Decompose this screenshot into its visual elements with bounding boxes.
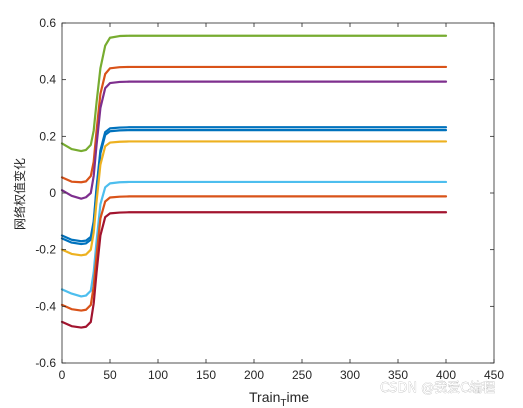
y-tick-label: 0.4 <box>39 73 56 87</box>
y-tick-label: 0.6 <box>39 16 56 30</box>
y-tick-label: -0.2 <box>35 243 56 257</box>
x-ticks: 0 50 100 150 200 250 300 350 400 450 <box>59 23 504 382</box>
series-line-6 <box>60 140 448 257</box>
series-line-9 <box>60 211 448 329</box>
x-tick-label: 100 <box>148 368 168 382</box>
y-tick-label: 0 <box>49 186 56 200</box>
y-tick-label: -0.6 <box>35 356 56 370</box>
x-tick-label: 350 <box>388 368 408 382</box>
y-axis-title: 网络权值变化 <box>12 158 27 230</box>
y-tick-label: 0.2 <box>39 129 56 143</box>
x-tick-label: 50 <box>103 368 117 382</box>
x-tick-label: 0 <box>59 368 66 382</box>
series-line-4 <box>60 126 448 243</box>
x-tick-label: 150 <box>196 368 216 382</box>
y-ticks: -0.6 -0.4 -0.2 0 0.2 0.4 0.6 <box>35 16 494 370</box>
series-line-1 <box>60 34 448 153</box>
x-tick-label: 250 <box>292 368 312 382</box>
series-line-3 <box>60 80 448 200</box>
series-line-8 <box>60 195 448 312</box>
x-tick-label: 200 <box>244 368 264 382</box>
x-tick-label: 300 <box>340 368 360 382</box>
plot-area <box>62 23 494 363</box>
watermark-text: CSDN @我爱C编程 <box>380 381 495 396</box>
x-tick-label: 400 <box>436 368 456 382</box>
x-axis-title: TrainTime <box>249 389 309 408</box>
series-line-7 <box>60 180 448 298</box>
series-line-2 <box>60 65 448 184</box>
y-tick-label: -0.4 <box>35 299 56 313</box>
series-group <box>60 34 448 329</box>
x-tick-label: 450 <box>484 368 504 382</box>
series-line-5 <box>60 129 448 246</box>
